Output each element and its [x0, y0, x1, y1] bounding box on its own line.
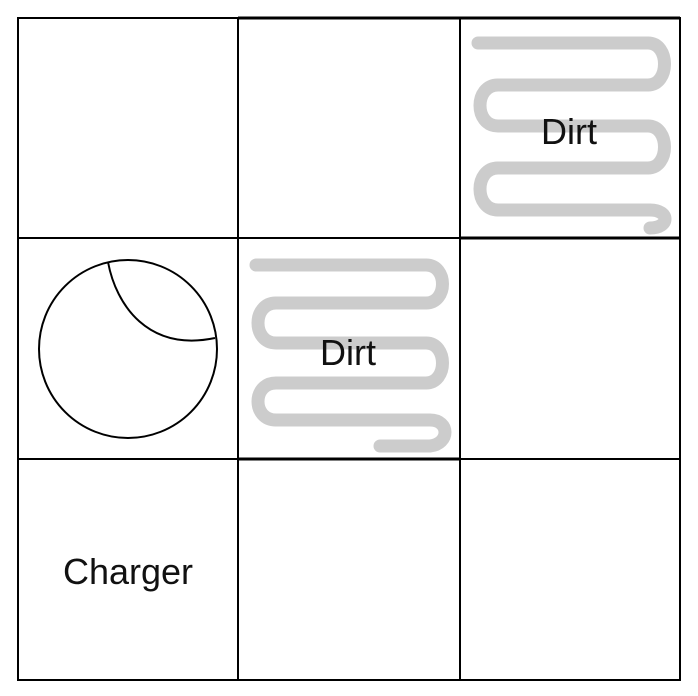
dirt-label: Dirt: [320, 332, 376, 373]
grid-lines: [17, 16, 681, 681]
dirt-label: Dirt: [541, 111, 597, 152]
dirt-squiggle-icon: [471, 36, 672, 235]
dirt-squiggle-icon: [249, 258, 452, 453]
robot-vacuum-icon: [38, 259, 218, 439]
charger-label: Charger: [63, 551, 193, 592]
